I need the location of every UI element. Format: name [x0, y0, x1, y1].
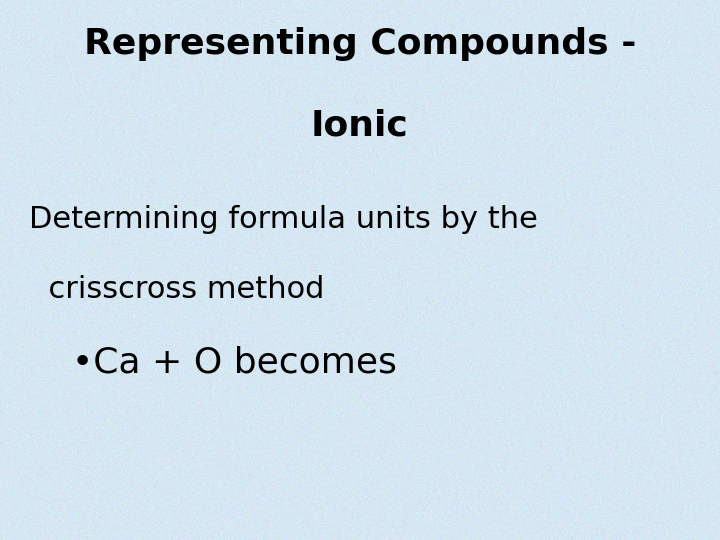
Text: •Ca + O becomes: •Ca + O becomes: [72, 346, 397, 380]
Text: crisscross method: crisscross method: [29, 275, 324, 305]
Text: Determining formula units by the: Determining formula units by the: [29, 205, 538, 234]
Text: Ionic: Ionic: [311, 108, 409, 142]
Text: Representing Compounds -: Representing Compounds -: [84, 27, 636, 61]
